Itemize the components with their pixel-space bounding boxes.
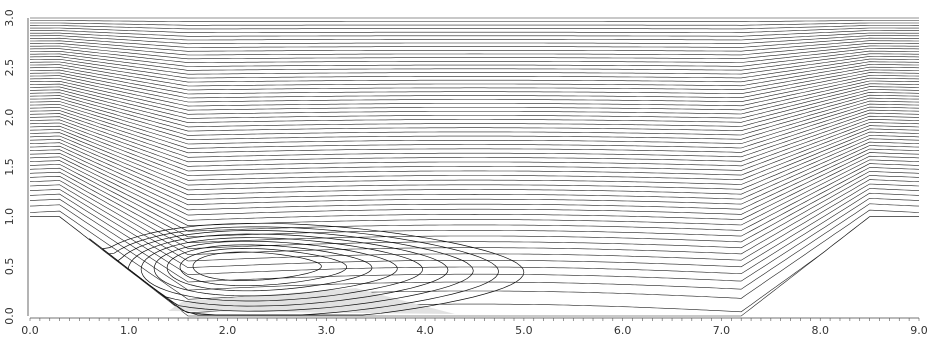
streamline bbox=[29, 167, 920, 238]
streamline bbox=[29, 152, 920, 216]
y-tick-label: 2.5 bbox=[3, 59, 16, 77]
streamline bbox=[29, 118, 920, 167]
streamline bbox=[29, 86, 920, 119]
streamline bbox=[30, 32, 919, 41]
eddy-ring bbox=[192, 251, 322, 281]
streamline bbox=[29, 112, 920, 158]
streamline bbox=[30, 20, 919, 22]
streamline bbox=[29, 77, 920, 107]
streamline bbox=[30, 50, 919, 67]
streamline bbox=[30, 43, 919, 56]
streamline bbox=[29, 122, 920, 172]
x-tick-labels: 0.0 1.0 2.0 3.0 4.0 5.0 6.0 7.0 8.0 9.0 bbox=[21, 318, 928, 337]
streamline bbox=[30, 80, 919, 111]
streamline bbox=[29, 188, 920, 269]
streamline bbox=[29, 141, 920, 201]
streamline bbox=[29, 131, 920, 186]
y-tick-label: 1.5 bbox=[3, 158, 16, 176]
streamline bbox=[29, 109, 920, 154]
streamline bbox=[30, 40, 919, 52]
streamline bbox=[29, 30, 920, 37]
x-tick-label: 6.0 bbox=[614, 324, 632, 337]
eddy-ring bbox=[179, 248, 348, 287]
streamline bbox=[29, 91, 920, 128]
streamline bbox=[29, 58, 920, 79]
streamline bbox=[30, 45, 919, 60]
streamline bbox=[30, 27, 919, 33]
x-tick-label: 4.0 bbox=[416, 324, 434, 337]
streamlines bbox=[29, 17, 920, 317]
streamline bbox=[29, 100, 920, 141]
streamline bbox=[29, 209, 920, 300]
streamline bbox=[29, 197, 920, 283]
y-tick-label: 1.0 bbox=[3, 208, 16, 226]
streamline bbox=[29, 148, 920, 211]
x-tick-label: 2.0 bbox=[219, 324, 237, 337]
y-tick-label: 2.0 bbox=[3, 109, 16, 127]
y-tick-label: 3.0 bbox=[3, 9, 16, 27]
cavity-shade bbox=[168, 288, 455, 315]
x-tick-label: 7.0 bbox=[713, 324, 731, 337]
streamline bbox=[30, 69, 919, 95]
streamline bbox=[29, 106, 920, 149]
eddy-ring bbox=[166, 244, 373, 292]
streamline bbox=[29, 56, 920, 75]
y-tick-labels: 0.0 0.5 1.0 1.5 2.0 2.5 3.0 bbox=[3, 9, 16, 325]
streamline bbox=[29, 145, 920, 206]
streamline bbox=[30, 216, 919, 314]
streamline bbox=[29, 66, 920, 91]
streamline bbox=[29, 94, 920, 132]
streamline bbox=[30, 89, 919, 123]
streamline bbox=[29, 171, 920, 243]
streamline bbox=[30, 35, 919, 45]
eddy-ring bbox=[153, 240, 398, 297]
y-tick-label: 0.0 bbox=[3, 307, 16, 325]
streamline bbox=[29, 61, 920, 83]
streamline bbox=[29, 192, 920, 275]
streamline bbox=[29, 128, 920, 181]
streamline bbox=[30, 37, 919, 48]
streamline bbox=[29, 125, 920, 176]
streamline bbox=[30, 64, 919, 87]
streamline bbox=[29, 135, 920, 191]
x-tick-label: 1.0 bbox=[120, 324, 138, 337]
eddy-ring bbox=[140, 237, 423, 302]
streamline bbox=[29, 203, 920, 291]
streamline bbox=[29, 138, 920, 196]
axes bbox=[27, 18, 919, 319]
streamline bbox=[30, 53, 919, 71]
streamline bbox=[29, 103, 920, 145]
streamline bbox=[29, 175, 920, 249]
x-tick-label: 0.0 bbox=[21, 324, 39, 337]
streamline bbox=[29, 159, 920, 227]
x-tick-label: 3.0 bbox=[318, 324, 336, 337]
x-tick-label: 8.0 bbox=[811, 324, 829, 337]
x-tick-label: 9.0 bbox=[910, 324, 928, 337]
streamline bbox=[29, 75, 920, 103]
streamline bbox=[29, 83, 920, 115]
eddy-ring bbox=[89, 222, 525, 316]
streamline bbox=[29, 115, 920, 163]
streamline bbox=[29, 72, 920, 99]
streamline bbox=[29, 163, 920, 232]
recirculation-eddy bbox=[89, 222, 525, 316]
streamline bbox=[29, 48, 920, 64]
streamline bbox=[30, 97, 919, 136]
y-tick-label: 0.5 bbox=[3, 258, 16, 276]
x-tick-label: 5.0 bbox=[515, 324, 533, 337]
streamline bbox=[29, 155, 920, 221]
streamline bbox=[30, 22, 919, 26]
streamline bbox=[30, 25, 919, 30]
